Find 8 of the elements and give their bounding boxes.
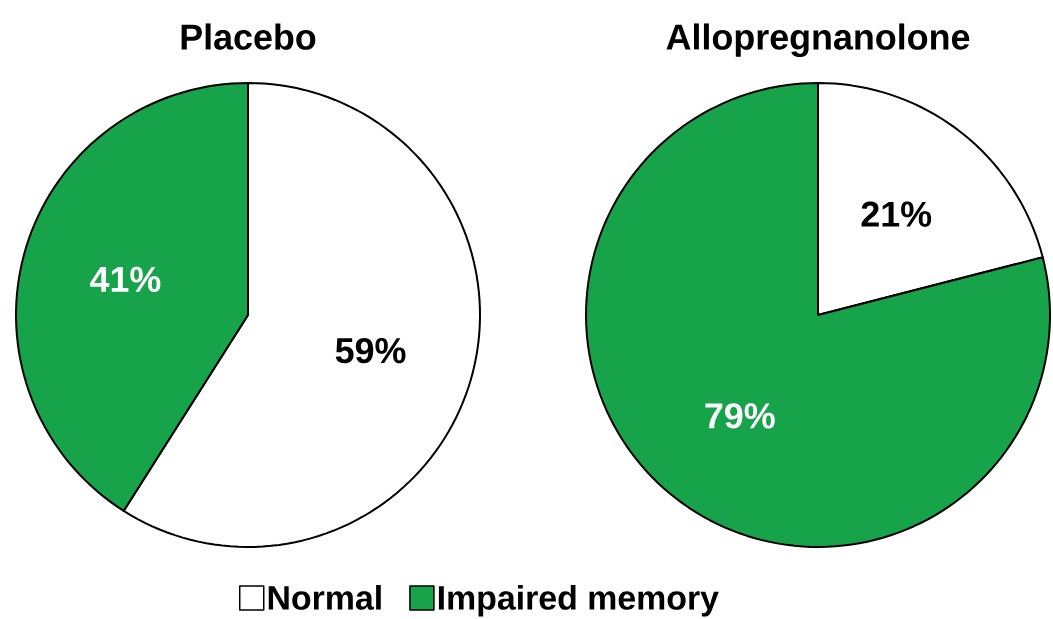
data-label: 59% (335, 337, 406, 364)
data-label: 41% (90, 266, 161, 293)
chart-title: Placebo (181, 23, 316, 50)
chart-title: Allopregnanolone (666, 23, 970, 58)
data-label: 79% (705, 403, 775, 429)
data-label: 21% (861, 201, 932, 227)
legend-label: Normal (268, 584, 381, 610)
legend-label: Impaired memory (438, 584, 719, 617)
